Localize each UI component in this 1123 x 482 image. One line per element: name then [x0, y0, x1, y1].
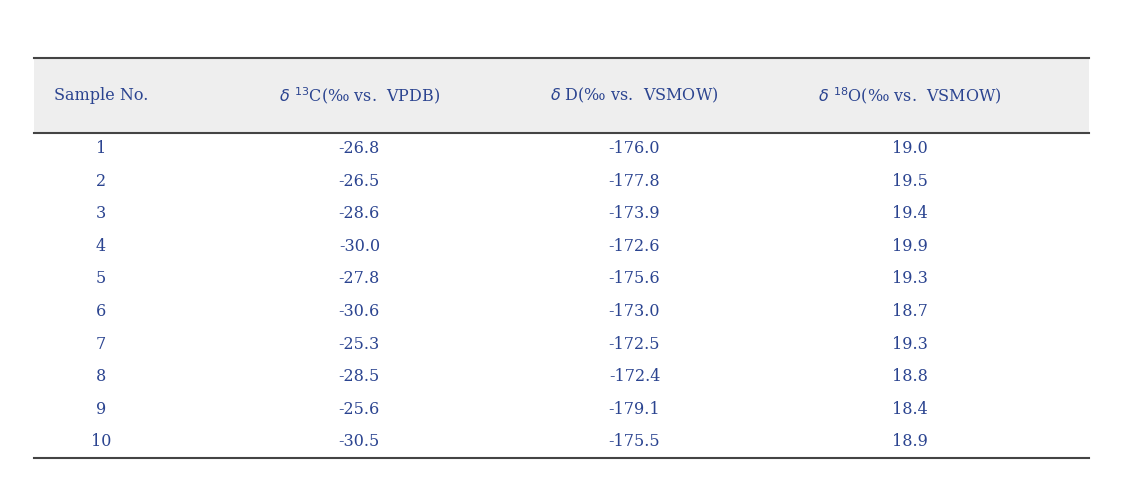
Text: 19.5: 19.5 [892, 173, 928, 190]
Text: -175.5: -175.5 [609, 433, 660, 450]
Text: -176.0: -176.0 [609, 140, 660, 157]
Text: Sample No.: Sample No. [54, 87, 148, 104]
Text: $\delta\ ^{18}$O(‰ vs.  VSMOW): $\delta\ ^{18}$O(‰ vs. VSMOW) [818, 85, 1002, 106]
Text: -27.8: -27.8 [339, 270, 380, 287]
Text: -173.0: -173.0 [609, 303, 660, 320]
Text: 19.0: 19.0 [892, 140, 928, 157]
Text: -173.9: -173.9 [609, 205, 660, 222]
Text: -28.6: -28.6 [339, 205, 380, 222]
Text: 4: 4 [95, 238, 107, 255]
Text: 9: 9 [95, 401, 107, 417]
Text: -25.6: -25.6 [339, 401, 380, 417]
Text: 19.9: 19.9 [892, 238, 928, 255]
Text: -172.6: -172.6 [609, 238, 660, 255]
Text: -30.0: -30.0 [339, 238, 380, 255]
Text: $\delta\ ^{13}$C(‰ vs.  VPDB): $\delta\ ^{13}$C(‰ vs. VPDB) [279, 85, 440, 106]
Text: 1: 1 [95, 140, 107, 157]
Text: 5: 5 [95, 270, 107, 287]
Text: -172.4: -172.4 [609, 368, 660, 385]
Text: 18.9: 18.9 [892, 433, 928, 450]
Text: -179.1: -179.1 [609, 401, 660, 417]
Text: -30.5: -30.5 [339, 433, 380, 450]
Text: 18.8: 18.8 [892, 368, 928, 385]
Text: 3: 3 [95, 205, 107, 222]
Text: 19.3: 19.3 [892, 270, 928, 287]
Text: -26.5: -26.5 [339, 173, 380, 190]
Text: $\delta$ D(‰ vs.  VSMOW): $\delta$ D(‰ vs. VSMOW) [550, 86, 719, 105]
Text: 2: 2 [95, 173, 107, 190]
Text: -30.6: -30.6 [339, 303, 380, 320]
Text: 19.4: 19.4 [892, 205, 928, 222]
Text: 18.7: 18.7 [892, 303, 928, 320]
Text: 19.3: 19.3 [892, 335, 928, 352]
Text: 18.4: 18.4 [892, 401, 928, 417]
Text: 10: 10 [91, 433, 111, 450]
Text: -175.6: -175.6 [609, 270, 660, 287]
Text: -28.5: -28.5 [339, 368, 380, 385]
Text: -172.5: -172.5 [609, 335, 660, 352]
Text: 6: 6 [95, 303, 107, 320]
Text: 8: 8 [95, 368, 107, 385]
Text: -26.8: -26.8 [339, 140, 380, 157]
Text: -177.8: -177.8 [609, 173, 660, 190]
Text: -25.3: -25.3 [339, 335, 380, 352]
Text: 7: 7 [95, 335, 107, 352]
